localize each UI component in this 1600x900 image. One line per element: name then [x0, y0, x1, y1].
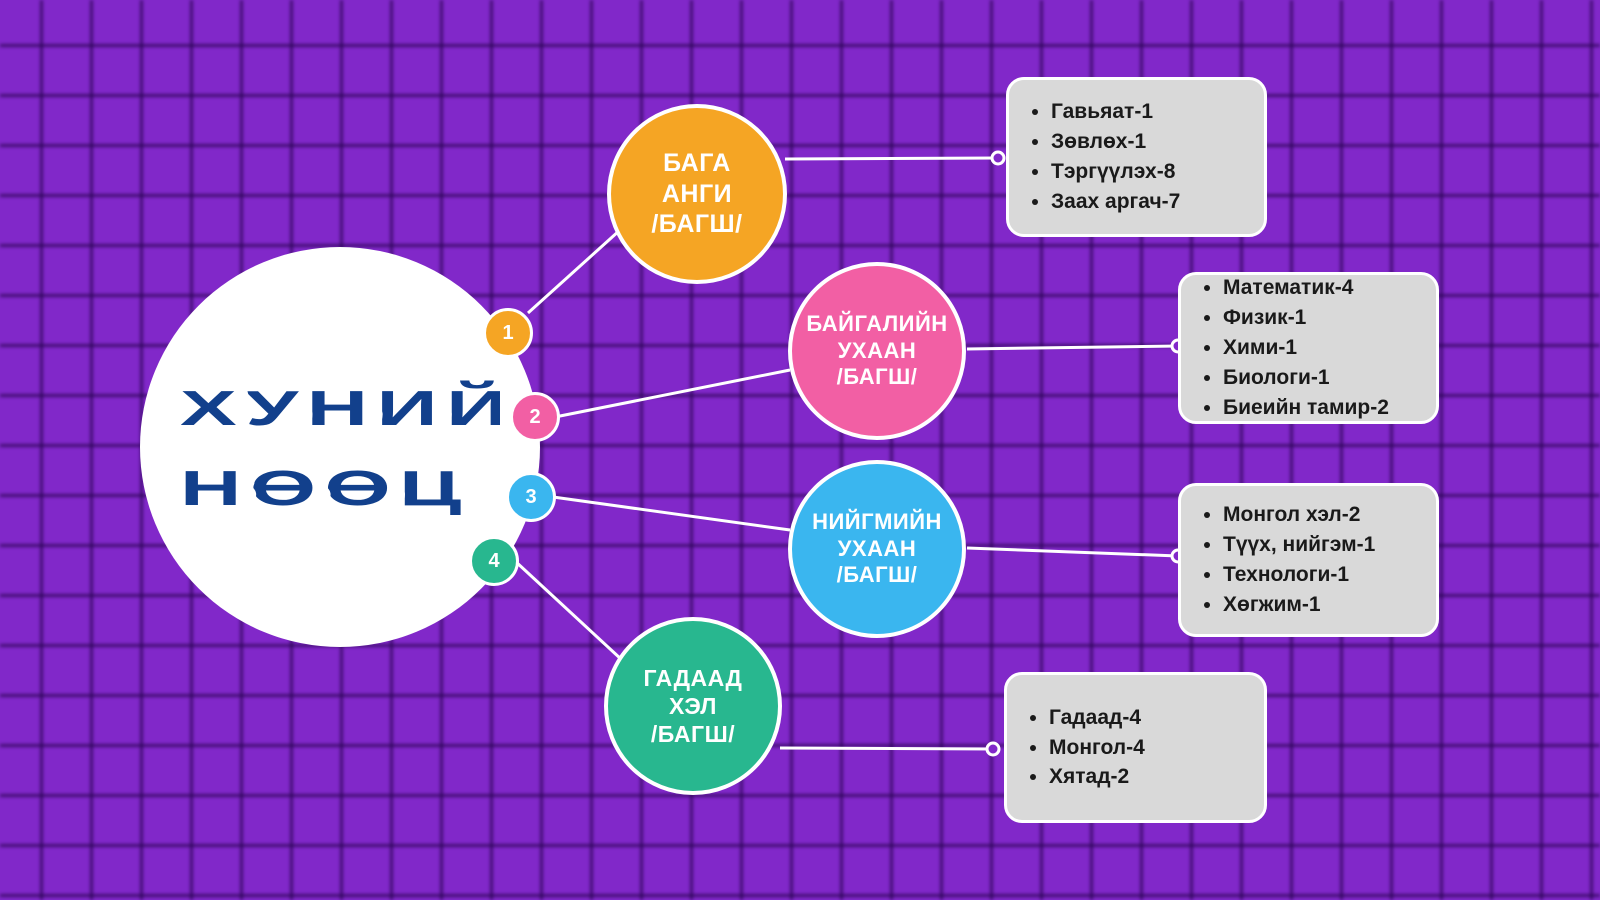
svg-text:ХУНИЙ: ХУНИЙ [181, 380, 500, 436]
